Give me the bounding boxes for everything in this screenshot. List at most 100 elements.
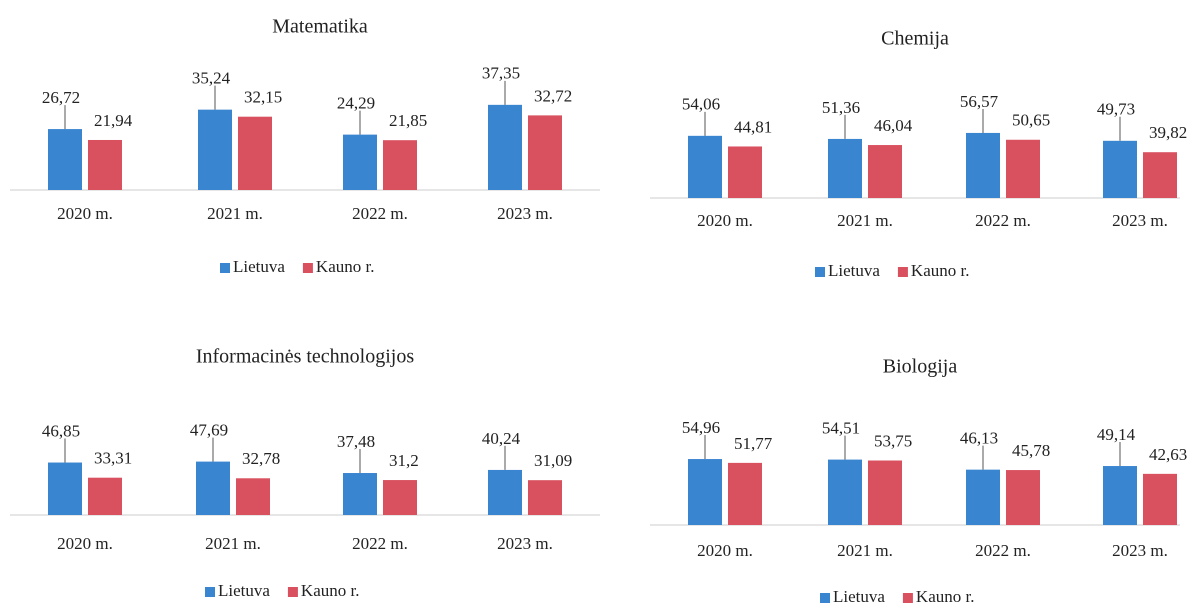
bar	[198, 109, 232, 190]
data-label: 32,72	[534, 86, 572, 105]
data-label: 31,2	[389, 451, 419, 470]
x-tick-label: 2020 m.	[57, 204, 113, 223]
data-label: 37,35	[482, 64, 520, 83]
data-label: 33,31	[94, 449, 132, 468]
chart-title: Matematika	[272, 16, 368, 38]
bar	[383, 480, 417, 515]
x-tick-label: 2021 m.	[837, 211, 893, 230]
bar	[868, 460, 902, 525]
legend-label: Kauno r.	[911, 261, 970, 280]
bar	[868, 145, 902, 198]
legend-label: Lietuva	[833, 587, 885, 606]
legend-label: Lietuva	[218, 581, 270, 600]
bar	[488, 469, 522, 515]
bar	[1006, 470, 1040, 525]
x-tick-label: 2022 m.	[975, 541, 1031, 560]
bar	[488, 104, 522, 190]
bar	[383, 140, 417, 190]
x-tick-label: 2023 m.	[1112, 211, 1168, 230]
x-tick-label: 2022 m.	[352, 204, 408, 223]
data-label: 51,77	[734, 434, 773, 453]
legend-swatch	[205, 587, 215, 597]
data-label: 53,75	[874, 431, 912, 450]
chart-title: Informacinės technologijos	[196, 346, 414, 368]
x-tick-label: 2021 m.	[837, 541, 893, 560]
x-tick-label: 2020 m.	[697, 211, 753, 230]
data-label: 50,65	[1012, 111, 1050, 130]
data-label: 54,51	[822, 418, 860, 437]
bar	[728, 146, 762, 198]
bar	[343, 134, 377, 190]
bar	[528, 480, 562, 515]
bar	[528, 115, 562, 190]
data-label: 26,72	[42, 88, 80, 107]
data-label: 39,82	[1149, 123, 1187, 142]
data-label: 37,48	[337, 432, 375, 451]
data-label: 42,63	[1149, 445, 1187, 464]
legend-swatch	[287, 587, 298, 597]
x-tick-label: 2021 m.	[207, 204, 263, 223]
data-label: 32,15	[244, 88, 282, 107]
legend-label: Lietuva	[233, 257, 285, 276]
data-label: 47,69	[190, 420, 228, 439]
data-label: 24,29	[337, 94, 375, 113]
data-label: 46,13	[960, 429, 998, 448]
chart-title: Chemija	[881, 28, 949, 50]
bar	[688, 135, 722, 198]
data-label: 51,36	[822, 98, 860, 117]
bar	[828, 138, 862, 198]
x-tick-label: 2023 m.	[1112, 541, 1168, 560]
data-label: 46,04	[874, 116, 913, 135]
bar	[238, 116, 272, 190]
bar	[688, 459, 722, 525]
bar	[48, 129, 82, 190]
bar	[196, 461, 230, 515]
bar	[966, 132, 1000, 198]
bar	[48, 462, 82, 515]
data-label: 54,96	[682, 418, 720, 437]
data-label: 49,73	[1097, 100, 1135, 119]
data-label: 31,09	[534, 451, 572, 470]
bar	[88, 477, 122, 515]
bar	[1143, 152, 1177, 198]
legend-label: Kauno r.	[316, 257, 375, 276]
x-tick-label: 2020 m.	[57, 534, 113, 553]
bar	[966, 469, 1000, 525]
bar	[728, 462, 762, 525]
bar	[1006, 139, 1040, 198]
x-tick-label: 2022 m.	[352, 534, 408, 553]
legend-swatch	[302, 263, 313, 273]
x-tick-label: 2023 m.	[497, 534, 553, 553]
bar	[236, 478, 270, 515]
legend-swatch	[815, 267, 825, 277]
legend-swatch	[902, 593, 913, 603]
legend-swatch	[897, 267, 908, 277]
bar	[1103, 466, 1137, 525]
data-label: 56,57	[960, 92, 999, 111]
data-label: 46,85	[42, 421, 80, 440]
data-label: 32,78	[242, 449, 280, 468]
legend-label: Kauno r.	[916, 587, 975, 606]
bar	[828, 459, 862, 525]
data-label: 54,06	[682, 95, 720, 114]
data-label: 45,78	[1012, 441, 1050, 460]
x-tick-label: 2021 m.	[205, 534, 261, 553]
legend-label: Lietuva	[828, 261, 880, 280]
x-tick-label: 2022 m.	[975, 211, 1031, 230]
bar	[1103, 140, 1137, 198]
bar	[343, 473, 377, 515]
legend-swatch	[220, 263, 230, 273]
bar	[1143, 473, 1177, 525]
legend-swatch	[820, 593, 830, 603]
data-label: 21,94	[94, 111, 133, 130]
bar	[88, 139, 122, 190]
chart-title: Biologija	[883, 356, 958, 378]
data-label: 44,81	[734, 117, 772, 136]
data-label: 35,24	[192, 69, 231, 88]
legend-label: Kauno r.	[301, 581, 360, 600]
data-label: 49,14	[1097, 425, 1136, 444]
x-tick-label: 2020 m.	[697, 541, 753, 560]
data-label: 21,85	[389, 111, 427, 130]
x-tick-label: 2023 m.	[497, 204, 553, 223]
